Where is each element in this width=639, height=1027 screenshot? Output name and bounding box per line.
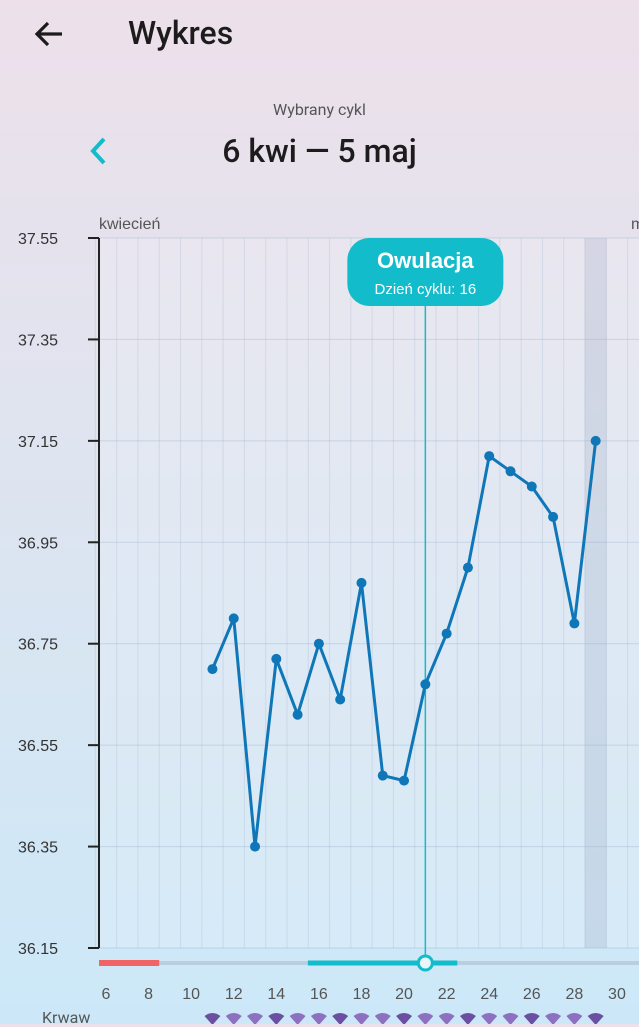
bleeding-drop-icon [396,1013,413,1024]
highlighted-day-column [584,238,607,948]
temperature-chart: 37.55 37.35 37.15 36.95 36.75 36.55 36.35 36.15… [18,216,639,1024]
month-label: kwiecień [99,216,160,233]
cycle-range: 6 kwi — 5 maj [222,132,417,170]
x-tick-label: 6 [102,986,111,1003]
y-tick-label: 36.55 [18,738,58,755]
data-point [250,841,261,852]
data-point [399,775,410,786]
bleeding-drop-icon [481,1013,498,1024]
data-point [462,562,473,573]
data-point [271,653,282,664]
y-tick-label: 36.95 [18,535,58,552]
page-title: Wykres [128,14,234,52]
chevron-left-icon [90,137,106,165]
data-point [313,638,324,649]
bleeding-drop-icon [247,1013,264,1024]
x-tick-label: 24 [480,986,498,1003]
data-point [420,679,431,690]
x-tick-label: 30 [608,986,626,1003]
bleeding-drop-icon [268,1013,285,1024]
bleeding-drop-icon [587,1013,604,1024]
bleeding-drop-icon [438,1013,455,1024]
data-point [292,709,303,720]
cycle-label: Wybrany cykl [273,100,366,119]
x-tick-label: 18 [353,986,371,1003]
bleeding-drop-icon [374,1013,391,1024]
plot-area [99,238,639,948]
y-tick-label: 36.35 [18,840,58,857]
x-tick-label: 22 [438,986,456,1003]
x-tick-label: 16 [310,986,328,1003]
bleeding-drop-icon [353,1013,370,1024]
y-tick-label: 36.15 [18,941,58,958]
bleeding-drop-icon [502,1013,519,1024]
x-tick-label: 26 [523,986,541,1003]
data-point [228,613,239,624]
bleeding-drop-icon [566,1013,583,1024]
data-point [569,618,580,629]
bleeding-drop-icon [289,1013,306,1024]
back-button[interactable] [30,14,70,54]
x-tick-label: 20 [395,986,413,1003]
arrow-left-icon [34,21,62,47]
data-point [377,770,388,781]
data-point [505,466,516,477]
x-tick-label: 8 [144,986,153,1003]
data-point [441,628,452,639]
data-point [335,694,346,705]
bleeding-drop-icon [523,1013,540,1024]
y-tick-label: 37.15 [18,434,58,451]
bleeding-drop-icon [459,1013,476,1024]
data-point [207,664,218,675]
x-tick-label: 10 [182,986,200,1003]
data-point [526,481,537,492]
data-point [484,451,495,462]
ovulation-tooltip [347,238,504,306]
y-tick-label: 37.35 [18,332,58,349]
ovulation-title: Owulacja [377,248,474,273]
x-tick-label: 14 [267,986,285,1003]
previous-cycle-button[interactable] [84,134,114,168]
bleeding-drop-icon [332,1013,349,1024]
bleeding-drop-icon [225,1013,242,1024]
ovulation-marker [416,954,434,972]
data-point [590,435,601,446]
bleeding-drop-icon [204,1013,221,1024]
y-tick-label: 36.75 [18,637,58,654]
bleeding-drop-icon [417,1013,434,1024]
bleeding-drop-icon [310,1013,327,1024]
data-point [548,511,559,522]
data-point [356,577,367,588]
bleeding-drop-icon [545,1013,562,1024]
ovulation-subtitle: Dzień cyklu: 16 [374,281,476,298]
y-tick-label: 37.55 [18,231,58,248]
x-tick-label: 12 [225,986,243,1003]
bleeding-row-label: Krwaw [42,1008,91,1027]
x-tick-label: 28 [565,986,583,1003]
month-label: m [631,216,639,233]
